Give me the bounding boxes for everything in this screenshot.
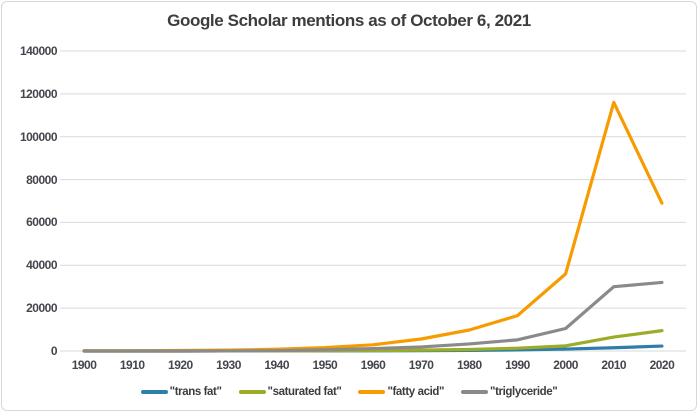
x-tick-label-1930: 1930 (216, 358, 241, 372)
chart-legend: "trans fat" "saturated fat" "fatty acid" "t… (2, 386, 696, 398)
y-tick-label-40000: 40000 (26, 258, 57, 273)
x-tick-label-1940: 1940 (264, 358, 290, 372)
y-tick-label-120000: 120000 (19, 86, 58, 101)
legend-item-3: "triglyceride" (461, 386, 558, 398)
x-tick-label-1950: 1950 (312, 358, 338, 372)
legend-item-1: "saturated fat" (238, 386, 342, 398)
series-line-3 (82, 280, 664, 353)
x-tick-label-1980: 1980 (456, 358, 482, 372)
x-tick-label-1960: 1960 (360, 358, 386, 372)
legend-label-3: "triglyceride" (490, 386, 558, 398)
x-tick-label-2010: 2010 (601, 358, 627, 372)
y-tick-label-80000: 80000 (26, 172, 57, 187)
legend-item-2: "fatty acid" (358, 386, 444, 398)
x-tick-label-1900: 1900 (71, 358, 97, 372)
y-tick-label-60000: 60000 (26, 215, 57, 230)
legend-line-swatch-3 (461, 390, 489, 394)
x-tick-label-1990: 1990 (505, 358, 530, 372)
y-tick-label-140000: 140000 (19, 44, 58, 58)
chart-title: Google Scholar mentions as of October 6,… (167, 11, 531, 30)
legend-line-swatch-0 (140, 390, 168, 394)
x-tick-label-1970: 1970 (408, 358, 434, 372)
legend-line-swatch-1 (238, 390, 266, 394)
series-line-2 (82, 100, 664, 353)
legend-item-0: "trans fat" (140, 386, 222, 398)
y-tick-label-100000: 100000 (19, 129, 58, 144)
legend-label-2: "fatty acid" (387, 386, 445, 398)
y-tick-label-0: 0 (50, 344, 58, 358)
x-tick-label-2000: 2000 (553, 358, 578, 372)
legend-line-swatch-2 (358, 390, 386, 394)
legend-label-0: "trans fat" (169, 386, 222, 398)
legend-label-1: "saturated fat" (267, 386, 342, 398)
y-tick-label-20000: 20000 (26, 301, 57, 316)
x-tick-label-1910: 1910 (119, 358, 145, 372)
x-tick-label-2020: 2020 (649, 358, 675, 372)
x-tick-label-1920: 1920 (168, 358, 193, 372)
